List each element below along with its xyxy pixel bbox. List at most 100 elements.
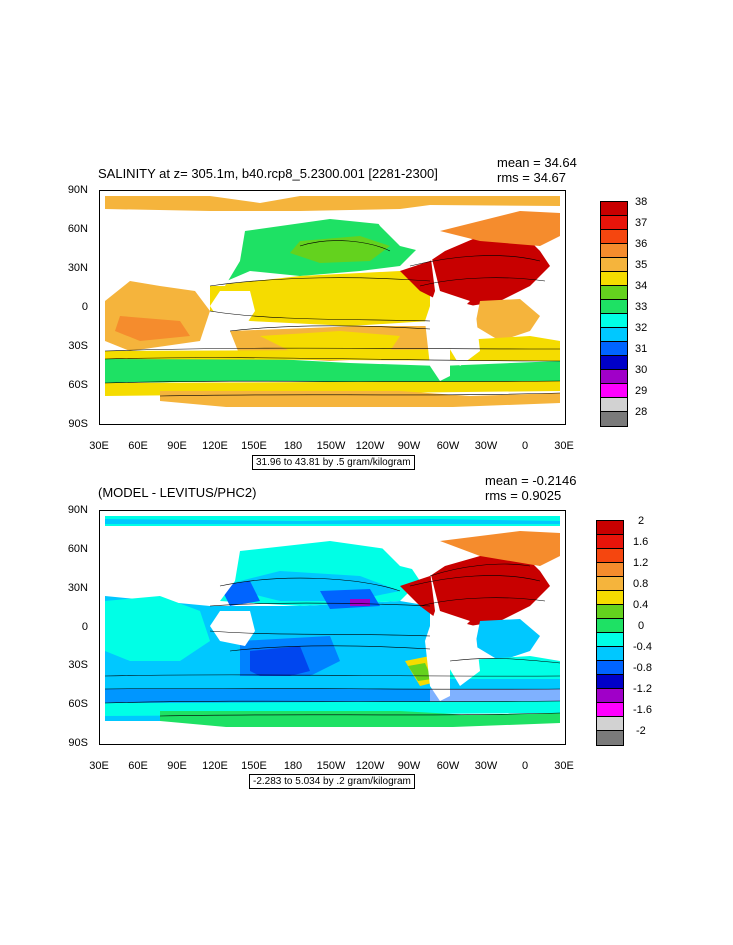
- colorbar-swatch: [597, 633, 623, 647]
- colorbar-swatch: [601, 258, 627, 272]
- colorbar-swatch: [597, 619, 623, 633]
- colorbar-swatch: [597, 689, 623, 703]
- lon-tick: 0: [521, 760, 529, 772]
- colorbar-swatch: [597, 591, 623, 605]
- colorbar-label: 33: [635, 301, 648, 313]
- lon-tick: 60E: [128, 440, 148, 452]
- colorbar-swatch: [601, 202, 627, 216]
- colorbar-swatch: [601, 244, 627, 258]
- lat-tick: 30N: [67, 262, 88, 274]
- salinity-colorbar: [600, 201, 628, 427]
- lat-tick: 90S: [68, 737, 88, 749]
- colorbar-swatch: [601, 342, 627, 356]
- contour-range-label: 31.96 to 43.81 by .5 gram/kilogram: [252, 455, 415, 470]
- colorbar-label: 34: [635, 280, 648, 292]
- colorbar-label: 36: [635, 238, 648, 250]
- lat-tick: 60S: [68, 698, 88, 710]
- lon-tick: 180: [283, 760, 303, 772]
- colorbar-swatch: [601, 412, 627, 426]
- difference-colorbar: [596, 520, 624, 746]
- panel-title: SALINITY at z= 305.1m, b40.rcp8_5.2300.0…: [98, 166, 438, 181]
- colorbar-swatch: [597, 535, 623, 549]
- colorbar-label: -2: [636, 725, 646, 737]
- colorbar-swatch: [597, 661, 623, 675]
- lon-tick: 150E: [241, 440, 267, 452]
- colorbar-swatch: [597, 521, 623, 535]
- colorbar-swatch: [601, 300, 627, 314]
- colorbar-label: -1.2: [633, 683, 652, 695]
- lon-tick: 30W: [474, 440, 498, 452]
- colorbar-label: 1.6: [633, 536, 649, 548]
- difference-map: [99, 510, 566, 745]
- colorbar-swatch: [597, 549, 623, 563]
- rms-value: rms = 34.67: [497, 170, 567, 185]
- lon-tick: 90E: [167, 440, 187, 452]
- lon-tick: 150E: [241, 760, 267, 772]
- lat-tick: 30N: [67, 582, 88, 594]
- contour-range-label: -2.283 to 5.034 by .2 gram/kilogram: [249, 774, 415, 789]
- colorbar-label: 38: [635, 196, 648, 208]
- salinity-map: [99, 190, 566, 425]
- colorbar-swatch: [597, 731, 623, 745]
- lat-tick: 60N: [67, 543, 88, 555]
- colorbar-swatch: [601, 272, 627, 286]
- colorbar-swatch: [601, 328, 627, 342]
- colorbar-swatch: [597, 647, 623, 661]
- lat-tick: 0: [81, 301, 88, 313]
- colorbar-label: 29: [635, 385, 648, 397]
- colorbar-label: 0.8: [633, 578, 649, 590]
- colorbar-swatch: [597, 717, 623, 731]
- colorbar-label: 31: [635, 343, 648, 355]
- lon-tick: 120E: [202, 440, 228, 452]
- colorbar-swatch: [597, 703, 623, 717]
- colorbar-swatch: [597, 577, 623, 591]
- mean-value: mean = 34.64: [497, 155, 577, 170]
- lon-tick: 90W: [397, 760, 421, 772]
- colorbar-label: 0: [638, 620, 645, 632]
- colorbar-label: -1.6: [633, 704, 652, 716]
- colorbar-label: -0.4: [633, 641, 652, 653]
- lon-tick: 60W: [436, 440, 460, 452]
- lon-tick: 120E: [202, 760, 228, 772]
- lat-tick: 60N: [67, 223, 88, 235]
- colorbar-swatch: [601, 356, 627, 370]
- difference-map-canvas: [100, 511, 565, 744]
- lat-tick: 30S: [68, 659, 88, 671]
- colorbar-label: 30: [635, 364, 648, 376]
- colorbar-label: 35: [635, 259, 648, 271]
- lat-tick: 90S: [68, 418, 88, 430]
- lat-tick: 60S: [68, 379, 88, 391]
- colorbar-label: 0.4: [633, 599, 649, 611]
- lon-tick: 180: [283, 440, 303, 452]
- lon-tick: 30E: [89, 440, 109, 452]
- colorbar-swatch: [601, 286, 627, 300]
- lat-tick: 0: [81, 621, 88, 633]
- lon-tick: 30E: [89, 760, 109, 772]
- lon-tick: 30W: [474, 760, 498, 772]
- lon-tick: 120W: [355, 440, 385, 452]
- lon-tick: 90W: [397, 440, 421, 452]
- colorbar-label: 2: [638, 515, 645, 527]
- lon-tick: 0: [521, 440, 529, 452]
- salinity-map-canvas: [104, 196, 561, 424]
- rms-value: rms = 0.9025: [485, 488, 562, 503]
- lon-tick: 30E: [554, 440, 574, 452]
- panel-title: (MODEL - LEVITUS/PHC2): [98, 485, 257, 500]
- colorbar-swatch: [601, 398, 627, 412]
- colorbar-label: 28: [635, 406, 648, 418]
- lon-tick: 150W: [316, 440, 346, 452]
- lon-tick: 120W: [355, 760, 385, 772]
- lat-tick: 90N: [67, 184, 88, 196]
- colorbar-swatch: [601, 384, 627, 398]
- colorbar-swatch: [601, 216, 627, 230]
- lon-tick: 150W: [316, 760, 346, 772]
- colorbar-label: 32: [635, 322, 648, 334]
- lon-tick: 60E: [128, 760, 148, 772]
- colorbar-swatch: [597, 675, 623, 689]
- mean-value: mean = -0.2146: [485, 473, 577, 488]
- colorbar-label: 1.2: [633, 557, 649, 569]
- lat-tick: 30S: [68, 340, 88, 352]
- colorbar-label: 37: [635, 217, 648, 229]
- lat-tick: 90N: [67, 504, 88, 516]
